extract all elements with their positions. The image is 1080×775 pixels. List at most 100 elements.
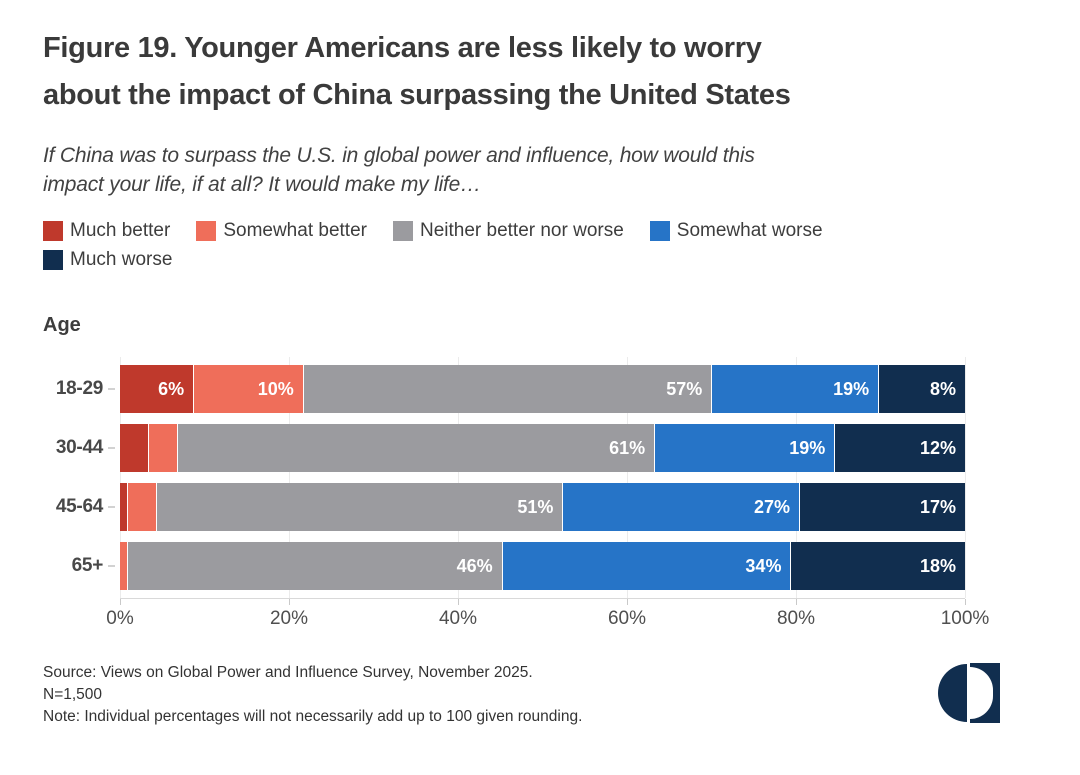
row-tick-dash <box>103 388 120 390</box>
bar-value-label: 57% <box>666 378 703 399</box>
legend-item: Somewhat better <box>196 220 367 242</box>
x-tick-label: 40% <box>438 608 478 629</box>
figure-title-line1: Figure 19. Younger Americans are less li… <box>43 32 762 64</box>
bar-value-label: 6% <box>158 378 185 399</box>
legend-label: Much better <box>70 220 171 241</box>
age-axis-title: Age <box>43 314 81 336</box>
stacked-bar: 51% 27% 17% <box>120 483 965 531</box>
x-tick-label: 20% <box>269 608 309 629</box>
x-tick-label: 100% <box>940 608 990 629</box>
row-tick-dash <box>103 565 120 567</box>
figure-subtitle-line2: impact your life, if at all? It would ma… <box>43 173 481 196</box>
bar-value-label: 19% <box>833 378 870 399</box>
legend-swatch <box>392 221 413 241</box>
stacked-bar: 61% 19% 12% <box>120 424 965 472</box>
bar-segment: 34% <box>502 542 791 590</box>
x-tick-mark <box>965 599 966 605</box>
bar-segment <box>120 483 128 531</box>
bar-segment <box>120 542 128 590</box>
figure-subtitle: If China was to surpass the U.S. in glob… <box>43 141 1037 199</box>
gridlines <box>120 357 966 598</box>
bar-row: 30-44 61% 19% 12% <box>43 424 1037 472</box>
x-tick-mark <box>796 599 797 605</box>
gridline <box>627 357 628 598</box>
chart-legend: Much better Somewhat better Neither better… <box>43 220 948 271</box>
legend-label: Somewhat worse <box>676 220 823 241</box>
legend-label: Much worse <box>70 249 173 270</box>
legend-label: Somewhat better <box>223 220 367 241</box>
bar-row: 65+ 46% 34% 18% <box>43 542 1037 590</box>
figure-title: Figure 19. Younger Americans are less li… <box>43 25 1037 119</box>
row-label: 18-29 <box>55 378 103 399</box>
x-tick-mark <box>458 599 459 605</box>
bar-segment <box>149 424 178 472</box>
footer-n: N=1,500 <box>43 686 103 703</box>
bar-chart: 18-29 6% 10% 57% 19% 8% 30-44 61% 19% 12% 45-64 51%… <box>43 357 1037 634</box>
bar-row: 18-29 6% 10% 57% 19% 8% <box>43 365 1037 413</box>
legend-item: Much better <box>43 220 170 242</box>
bar-value-label: 19% <box>789 437 826 458</box>
logo-left-halfdisc <box>938 664 967 722</box>
footer-notes: Source: Views on Global Power and Influe… <box>43 662 1037 728</box>
x-tick-mark <box>120 599 121 605</box>
x-tick-mark <box>627 599 628 605</box>
legend-swatch <box>43 250 63 270</box>
bar-value-label: 27% <box>753 496 790 517</box>
gridline <box>120 357 121 598</box>
bar-segment: 12% <box>835 424 965 472</box>
logo-white-halfdisc <box>970 667 993 719</box>
bar-segment: 46% <box>128 542 502 590</box>
bar-segment: 6% <box>120 365 194 413</box>
bar-segment: 51% <box>157 483 563 531</box>
bar-value-label: 51% <box>517 496 554 517</box>
legend-item: Neither better nor worse <box>392 220 624 242</box>
legend-swatch <box>649 221 670 241</box>
figure-title-line2: about the impact of China surpassing the… <box>43 79 791 111</box>
stacked-bar: 46% 34% 18% <box>120 542 966 590</box>
bar-segment: 61% <box>178 424 655 472</box>
bar-segment: 18% <box>791 542 966 590</box>
x-tick-label: 60% <box>607 608 647 629</box>
figure-subtitle-line1: If China was to surpass the U.S. in glob… <box>43 144 755 167</box>
publisher-logo <box>938 663 1000 723</box>
bar-value-label: 18% <box>919 555 957 576</box>
row-label: 65+ <box>71 555 104 576</box>
legend-swatch <box>43 221 63 241</box>
bar-row: 45-64 51% 27% 17% <box>43 483 1037 531</box>
bar-segment: 27% <box>563 483 799 531</box>
gridline <box>796 357 797 598</box>
bar-value-label: 34% <box>745 555 782 576</box>
bar-segment: 10% <box>194 365 303 413</box>
footer-note: Note: Individual percentages will not ne… <box>43 708 583 725</box>
bar-segment: 19% <box>712 365 879 413</box>
legend-label: Neither better nor worse <box>419 220 624 241</box>
stacked-bar: 6% 10% 57% 19% 8% <box>120 365 966 413</box>
bar-segment: 8% <box>879 365 966 413</box>
bar-value-label: 8% <box>930 378 957 399</box>
bar-value-label: 12% <box>919 437 956 458</box>
gridline <box>289 357 290 598</box>
row-tick-dash <box>103 506 120 508</box>
bar-segment <box>120 424 149 472</box>
bar-value-label: 46% <box>456 555 493 576</box>
bar-value-label: 17% <box>919 496 956 517</box>
bar-segment: 17% <box>799 483 965 531</box>
bar-segment <box>128 483 157 531</box>
legend-item: Much worse <box>43 249 172 271</box>
legend-swatch <box>196 221 217 241</box>
gridline <box>965 357 966 598</box>
bar-segment: 19% <box>655 424 835 472</box>
x-tick-mark <box>289 599 290 605</box>
row-label: 45-64 <box>55 496 103 517</box>
bar-value-label: 61% <box>609 437 646 458</box>
x-axis: 0% 20% 40% 60% 80% 100% <box>106 598 989 634</box>
x-tick-label: 80% <box>776 608 816 629</box>
legend-item: Somewhat worse <box>649 220 823 242</box>
plot-area: 18-29 6% 10% 57% 19% 8% 30-44 61% 19% 12% 45-64 51%… <box>43 357 1037 598</box>
footer-source: Source: Views on Global Power and Influe… <box>43 664 533 681</box>
bar-segment: 57% <box>303 365 712 413</box>
row-tick-dash <box>103 447 120 449</box>
bar-value-label: 10% <box>257 378 294 399</box>
row-label: 30-44 <box>55 437 103 458</box>
gridline <box>458 357 459 598</box>
